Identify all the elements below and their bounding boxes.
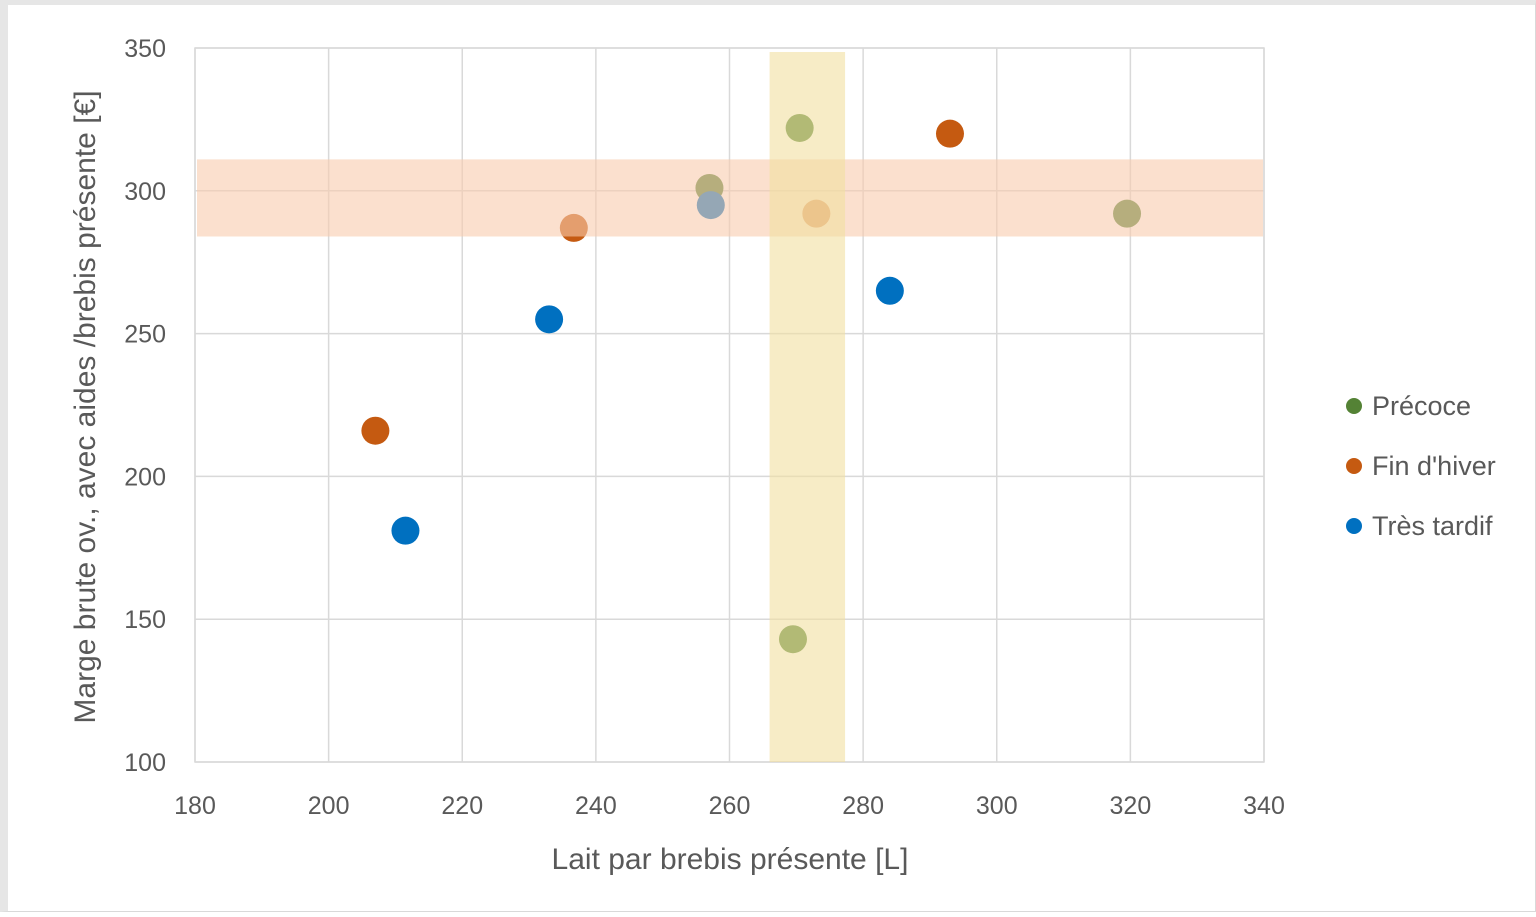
y-axis-title: Marge brute ov., avec aides /brebis prés…: [69, 90, 102, 723]
x-tick-label: 240: [575, 792, 617, 820]
vertical-highlight-band: [769, 52, 846, 762]
x-tick-label: 340: [1243, 792, 1285, 820]
x-tick-label: 200: [308, 792, 350, 820]
legend-label-tr-s-tardif: Très tardif: [1372, 511, 1493, 541]
x-axis-title: Lait par brebis présente [L]: [552, 843, 909, 876]
scatter-chart: 180 200 220 240 260 280 300 320 340 100 150 200 250 3…: [69, 35, 1496, 876]
legend-label-pr-coce: Précoce: [1372, 391, 1471, 421]
x-tick-label: 220: [441, 792, 483, 820]
x-tick-label: 280: [842, 792, 884, 820]
gridlines: [194, 47, 1265, 763]
highlight-bands: [197, 52, 1263, 762]
y-tick-label: 300: [124, 178, 166, 206]
x-tick-label: 300: [976, 792, 1018, 820]
x-tick-label: 260: [709, 792, 751, 820]
point-tr-s-tardif: [535, 305, 564, 334]
y-tick-label: 250: [124, 321, 166, 349]
legend-label-fin-d-hiver: Fin d'hiver: [1372, 451, 1496, 481]
point-fin-d-hiver: [935, 119, 964, 148]
point-tr-s-tardif: [875, 276, 904, 305]
legend-marker-fin-d-hiver: [1346, 458, 1362, 474]
horizontal-highlight-band: [197, 159, 1263, 237]
y-tick-label: 100: [124, 749, 166, 777]
x-tick-label: 320: [1110, 792, 1152, 820]
y-tick-label: 200: [124, 463, 166, 491]
legend-marker-pr-coce: [1346, 398, 1362, 414]
y-tick-label: 150: [124, 606, 166, 634]
plot-area-border: [194, 47, 1265, 763]
legend-marker-tr-s-tardif: [1346, 518, 1362, 534]
point-tr-s-tardif: [391, 516, 420, 545]
legend: Précoce Fin d'hiver Très tardif: [1346, 391, 1496, 541]
point-fin-d-hiver: [361, 416, 390, 445]
x-tick-label: 180: [174, 792, 216, 820]
tick-labels: 180 200 220 240 260 280 300 320 340 100 150 200 250 3…: [124, 35, 1285, 820]
y-tick-label: 350: [124, 35, 166, 63]
